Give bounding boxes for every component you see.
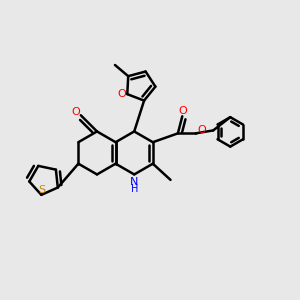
Text: H: H xyxy=(130,184,138,194)
Text: S: S xyxy=(38,184,45,195)
Text: O: O xyxy=(71,107,80,117)
Text: N: N xyxy=(130,177,138,187)
Text: O: O xyxy=(178,106,187,116)
Text: O: O xyxy=(198,125,206,135)
Text: O: O xyxy=(118,89,126,99)
